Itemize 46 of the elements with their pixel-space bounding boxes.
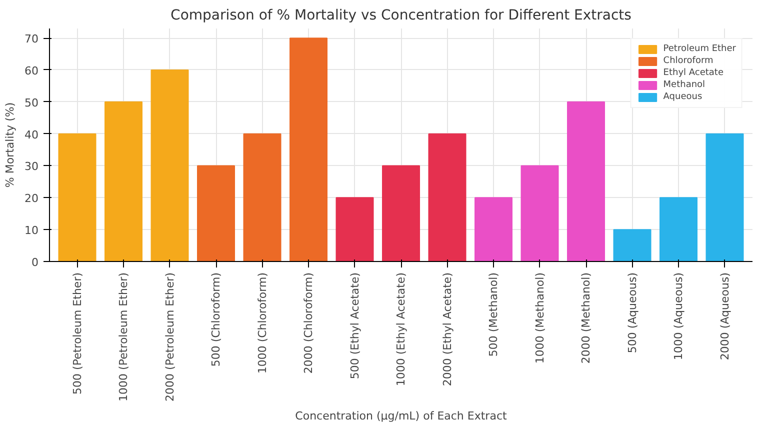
bar [428,133,466,262]
legend-label: Petroleum Ether [663,44,736,54]
x-tick-label: 500 (Chloroform) [210,272,222,367]
y-axis-title: % Mortality (%) [4,102,17,188]
x-tick-label: 1000 (Petroleum Ether) [117,272,130,402]
bar [243,133,282,262]
x-tick-label: 2000 (Methanol) [580,272,592,364]
bar [382,165,420,262]
x-tick-label: 1000 (Chloroform) [256,272,269,374]
bar [613,229,652,262]
y-tick-label: 40 [24,128,39,142]
x-tick-label: 2000 (Ethyl Acetate) [440,272,454,386]
x-axis-title: Concentration (µg/mL) of Each Extract [295,409,508,422]
bar [660,197,698,262]
y-tick-label: 0 [32,256,38,269]
bar [336,197,374,262]
x-tick-label: 2000 (Aqueous) [718,272,732,360]
bar [58,133,96,262]
chart-title: Comparison of % Mortality vs Concentration for Different Extracts [170,8,632,24]
x-tick-label: 1000 (Ethyl Acetate) [394,272,408,386]
legend-label: Ethyl Acetate [663,68,724,78]
y-tick-label: 50 [24,96,39,110]
legend-label: Methanol [663,80,706,90]
y-tick-label: 60 [24,64,39,78]
x-tick-label: 2000 (Petroleum Ether) [163,272,176,402]
x-tick-label: 1000 (Aqueous) [672,272,685,360]
bar [197,165,235,262]
y-tick-label: 20 [24,192,39,206]
x-tick-label: 500 (Petroleum Ether) [70,272,84,394]
bar [567,101,605,262]
bar [706,133,744,262]
bar [290,38,328,262]
x-tick-label: 2000 (Chloroform) [302,272,315,374]
legend-label: Chloroform [663,56,714,66]
x-tick-label: 1000 (Methanol) [533,272,546,364]
legend-label: Aqueous [663,92,702,102]
bar [150,69,189,262]
y-tick-label: 70 [24,32,39,46]
y-tick-label: 10 [24,224,39,238]
x-tick-label: 500 (Ethyl Acetate) [348,272,362,380]
y-tick-label: 30 [24,160,39,174]
x-tick-label: 500 (Methanol) [487,272,500,357]
x-tick-label: 500 (Aqueous) [626,272,639,354]
bar [474,197,512,262]
bar [104,101,142,262]
bar [520,165,559,262]
